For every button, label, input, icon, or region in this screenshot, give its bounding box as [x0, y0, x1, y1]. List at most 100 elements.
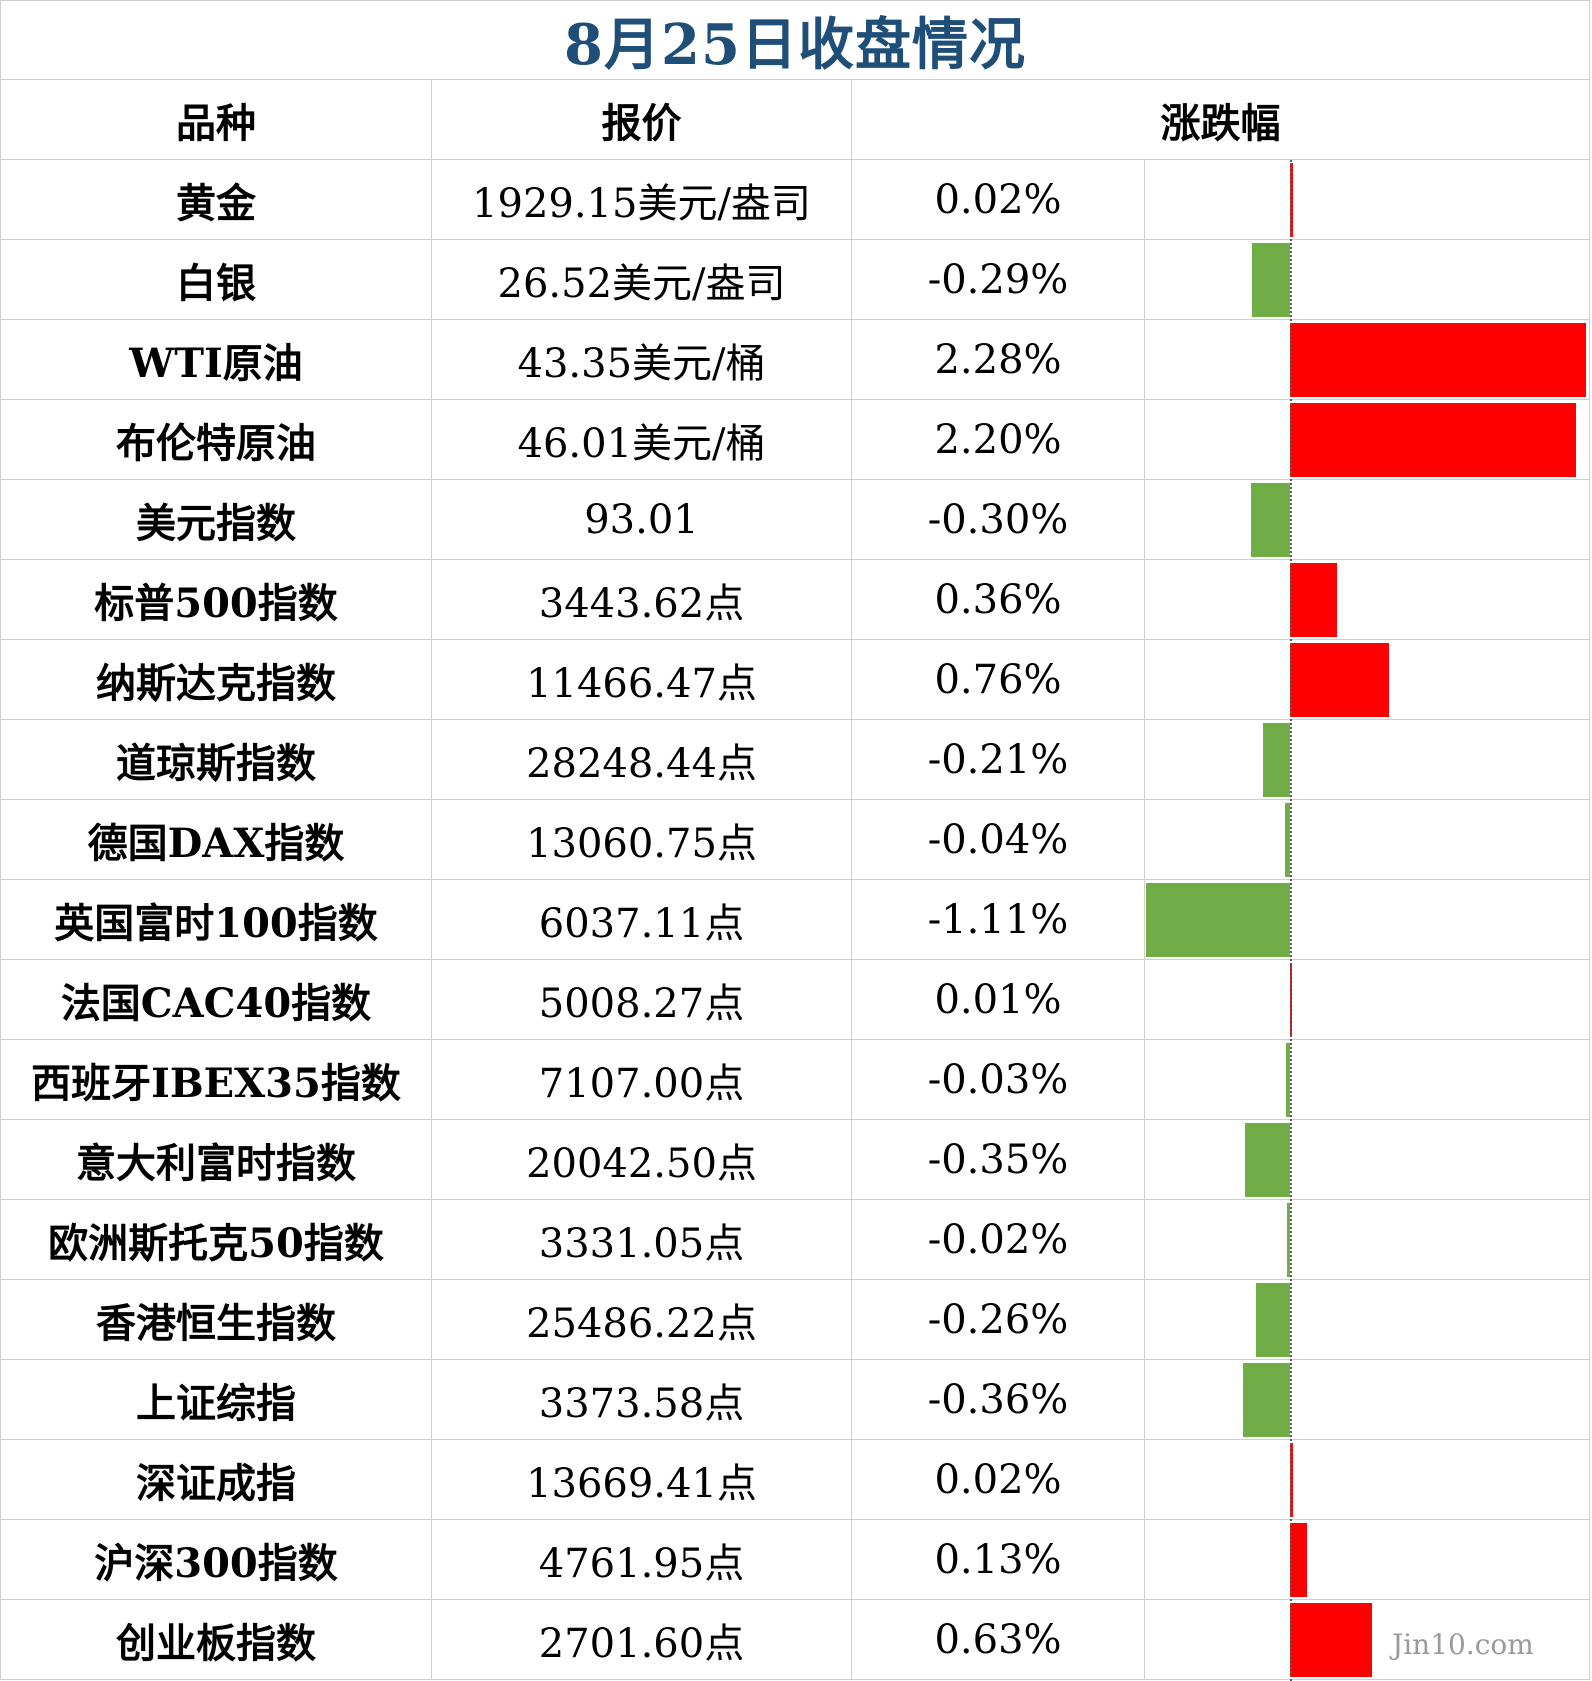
header-row: 品种 报价 涨跌幅 [0, 80, 1590, 160]
instrument-change: -0.26% [852, 1280, 1145, 1360]
change-bar [1287, 1203, 1290, 1277]
instrument-name: 上证综指 [0, 1360, 432, 1440]
table-title: 8月25日收盘情况 [564, 11, 1026, 78]
change-bar [1243, 1363, 1290, 1437]
instrument-change: 0.63% [852, 1600, 1145, 1680]
change-bar-cell [1145, 800, 1590, 880]
instrument-price: 3443.62点 [432, 560, 852, 640]
instrument-change: -0.21% [852, 720, 1145, 800]
table-row: 布伦特原油 46.01美元/桶 2.20% [0, 400, 1590, 480]
watermark: Jin10.com [1392, 1628, 1534, 1661]
bar-zero-axis [1290, 160, 1292, 1681]
table-row: 黄金 1929.15美元/盎司 0.02% [0, 160, 1590, 240]
instrument-change: 0.36% [852, 560, 1145, 640]
instrument-price: 25486.22点 [432, 1280, 852, 1360]
title-row: 8月25日收盘情况 [0, 0, 1590, 80]
table-row: 英国富时100指数 6037.11点 -1.11% [0, 880, 1590, 960]
change-bar [1256, 1283, 1290, 1357]
table-row: WTI原油 43.35美元/桶 2.28% [0, 320, 1590, 400]
instrument-price: 13060.75点 [432, 800, 852, 880]
instrument-price: 46.01美元/桶 [432, 400, 852, 480]
change-bar [1251, 483, 1290, 557]
header-price: 报价 [432, 80, 852, 160]
instrument-change: -0.36% [852, 1360, 1145, 1440]
instrument-price: 28248.44点 [432, 720, 852, 800]
change-bar [1290, 323, 1587, 397]
change-bar [1244, 1123, 1290, 1197]
instrument-price: 7107.00点 [432, 1040, 852, 1120]
change-bar-cell [1145, 480, 1590, 560]
change-bar-cell [1145, 1200, 1590, 1280]
change-bar-cell [1145, 640, 1590, 720]
table-row: 纳斯达克指数 11466.47点 0.76% [0, 640, 1590, 720]
instrument-name: 欧洲斯托克50指数 [0, 1200, 432, 1280]
instrument-change: 0.13% [852, 1520, 1145, 1600]
table-row: 沪深300指数 4761.95点 0.13% [0, 1520, 1590, 1600]
change-bar [1290, 563, 1337, 637]
instrument-price: 2701.60点 [432, 1600, 852, 1680]
instrument-name: 意大利富时指数 [0, 1120, 432, 1200]
instrument-name: 沪深300指数 [0, 1520, 432, 1600]
table-row: 上证综指 3373.58点 -0.36% [0, 1360, 1590, 1440]
instrument-price: 5008.27点 [432, 960, 852, 1040]
instrument-price: 93.01 [432, 480, 852, 560]
instrument-name: 美元指数 [0, 480, 432, 560]
change-bar [1290, 643, 1389, 717]
change-bar-cell [1145, 1280, 1590, 1360]
instrument-change: -0.29% [852, 240, 1145, 320]
instrument-change: -1.11% [852, 880, 1145, 960]
instrument-change: 0.02% [852, 1440, 1145, 1520]
change-bar-cell [1145, 1360, 1590, 1440]
instrument-name: 纳斯达克指数 [0, 640, 432, 720]
change-bar [1290, 403, 1576, 477]
instrument-price: 4761.95点 [432, 1520, 852, 1600]
table-row: 美元指数 93.01 -0.30% [0, 480, 1590, 560]
header-change: 涨跌幅 [852, 80, 1590, 160]
header-name: 品种 [0, 80, 432, 160]
table-row: 标普500指数 3443.62点 0.36% [0, 560, 1590, 640]
table-row: 意大利富时指数 20042.50点 -0.35% [0, 1120, 1590, 1200]
instrument-name: 道琼斯指数 [0, 720, 432, 800]
change-bar [1145, 883, 1290, 957]
table-row: 西班牙IBEX35指数 7107.00点 -0.03% [0, 1040, 1590, 1120]
instrument-change: 2.20% [852, 400, 1145, 480]
change-bar-cell [1145, 320, 1590, 400]
instrument-change: -0.02% [852, 1200, 1145, 1280]
change-bar [1262, 723, 1290, 797]
instrument-change: 2.28% [852, 320, 1145, 400]
change-bar-cell [1145, 720, 1590, 800]
change-bar-cell [1145, 400, 1590, 480]
instrument-name: 白银 [0, 240, 432, 320]
instrument-change: 0.76% [852, 640, 1145, 720]
change-bar-cell [1145, 240, 1590, 320]
change-bar-cell [1145, 1520, 1590, 1600]
change-bar-cell [1145, 1600, 1590, 1680]
instrument-change: 0.01% [852, 960, 1145, 1040]
table-row: 德国DAX指数 13060.75点 -0.04% [0, 800, 1590, 880]
change-bar-cell [1145, 880, 1590, 960]
instrument-name: 创业板指数 [0, 1600, 432, 1680]
instrument-price: 3373.58点 [432, 1360, 852, 1440]
instrument-name: 深证成指 [0, 1440, 432, 1520]
instrument-price: 43.35美元/桶 [432, 320, 852, 400]
instrument-price: 6037.11点 [432, 880, 852, 960]
table-row: 道琼斯指数 28248.44点 -0.21% [0, 720, 1590, 800]
instrument-change: -0.03% [852, 1040, 1145, 1120]
change-bar-cell [1145, 160, 1590, 240]
instrument-name: 标普500指数 [0, 560, 432, 640]
instrument-name: 香港恒生指数 [0, 1280, 432, 1360]
instrument-name: 德国DAX指数 [0, 800, 432, 880]
instrument-name: 西班牙IBEX35指数 [0, 1040, 432, 1120]
change-bar [1252, 243, 1290, 317]
change-bar-cell [1145, 560, 1590, 640]
instrument-name: 布伦特原油 [0, 400, 432, 480]
instrument-name: 法国CAC40指数 [0, 960, 432, 1040]
instrument-price: 3331.05点 [432, 1200, 852, 1280]
instrument-price: 20042.50点 [432, 1120, 852, 1200]
instrument-name: 黄金 [0, 160, 432, 240]
change-bar-cell [1145, 1440, 1590, 1520]
instrument-price: 11466.47点 [432, 640, 852, 720]
change-bar-cell [1145, 1040, 1590, 1120]
table-row: 欧洲斯托克50指数 3331.05点 -0.02% [0, 1200, 1590, 1280]
